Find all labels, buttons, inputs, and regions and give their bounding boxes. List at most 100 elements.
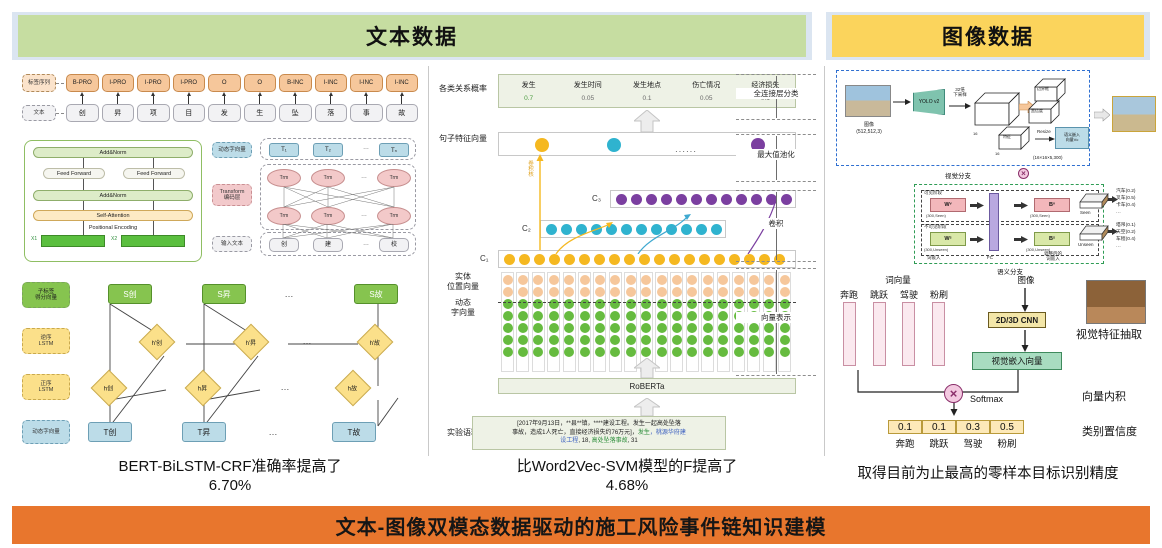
char-vector-dot — [610, 323, 621, 333]
sentence-feature-ellipsis: ······ — [675, 147, 697, 156]
vector-column — [593, 272, 607, 372]
bert-output-t1: T₁ — [269, 143, 299, 157]
seen-stage-label: 可见阶段 — [924, 190, 942, 195]
bert-output-tn: Tₙ — [379, 143, 409, 157]
c3-dot — [736, 193, 747, 205]
vector-column — [716, 272, 730, 372]
max-pooling-range: 最大值池化 — [736, 134, 816, 182]
multiply-icon-top: × — [1018, 168, 1029, 179]
unseen-stage-box: 不可见阶段 Wˢ (300,Unseen) Bˢ (300,Unseen) — [921, 224, 1099, 256]
input-image-shape: (512,512,3) — [856, 129, 882, 135]
column-divider-left — [428, 66, 429, 456]
c1-dot — [564, 253, 575, 265]
bilstm-connection-lines — [109, 303, 399, 427]
char-vector-dot — [748, 323, 759, 333]
char-vector-dot — [625, 323, 636, 333]
c2-dot — [711, 223, 722, 235]
char-vector-dot — [641, 323, 652, 333]
input-text-tag: 输入文本 — [212, 236, 252, 252]
seen-stage-box: 可见阶段 Wᵛ (300,Seen) Bᵛ (300,Seen) — [921, 190, 1099, 222]
roberta-encoder-box: RoBERTa — [498, 378, 796, 394]
c1-dot — [759, 253, 770, 265]
word-vector-label: 奔跑 — [839, 290, 858, 300]
b-unseen-shape: (300,Unseen) — [1026, 247, 1051, 252]
ner-label-cell: B-PRO — [66, 74, 99, 92]
c1-dot — [624, 253, 635, 265]
c1-dot — [549, 253, 560, 265]
forward-lstm-ellipsis: … — [280, 382, 290, 392]
sentence-feature-dot-2 — [607, 138, 621, 152]
corpus-row-label: 实验语料 — [447, 428, 479, 437]
c1-feature-row — [498, 250, 796, 268]
poster-footer-title: 文本-图像双模态数据驱动的施工风险事件链知识建模 — [335, 516, 827, 539]
char-vector-dot — [641, 335, 652, 345]
entity-position-dot — [656, 275, 667, 285]
ner-arrow — [173, 92, 206, 104]
char-vector-dot — [533, 323, 544, 333]
detection-result-thumbnail — [1112, 96, 1156, 132]
char-vector-dot — [702, 311, 713, 321]
char-vector-dot — [656, 335, 667, 345]
char-vector-dot — [610, 311, 621, 321]
entity-position-row-label: 实体 位置向量 — [447, 272, 479, 292]
bbox-label: 边界框 — [1037, 86, 1049, 91]
char-vector-dot — [548, 299, 559, 309]
add-norm-bottom-label: Add&Norm — [99, 192, 127, 199]
char-vector-dot — [718, 347, 729, 357]
bert-encoder-diagram: 动态字向量 Transform 编码层 输入文本 T₁ T₂ … Tₙ Trm … — [212, 136, 418, 262]
ner-char-cell: 发 — [208, 104, 241, 122]
char-vector-dot — [533, 311, 544, 321]
entity-position-dot — [702, 287, 713, 297]
entity-position-dot — [502, 287, 513, 297]
grid-dim-label-1: 16 — [973, 131, 978, 136]
c2-dot — [636, 223, 647, 235]
char-vector-dot — [517, 347, 528, 357]
entity-position-dot — [625, 287, 636, 297]
bert-trm-group: Trm Trm … Trm Trm Trm … Trm — [260, 164, 416, 230]
input-image-thumbnail — [845, 85, 891, 117]
char-vector-dot — [702, 347, 713, 357]
ner-arrow — [350, 92, 383, 104]
add-norm-top-label: Add&Norm — [99, 149, 127, 156]
char-vector-dot — [610, 335, 621, 345]
ner-arrow — [315, 92, 348, 104]
char-vector-dot — [502, 299, 513, 309]
c3-dot — [751, 193, 762, 205]
conf-cube — [1028, 100, 1060, 124]
char-vector-dot — [502, 311, 513, 321]
positional-encoding-bar-left — [41, 235, 105, 247]
transformer-connector-3 — [83, 179, 84, 190]
char-vector-dot — [610, 347, 621, 357]
c1-dot — [534, 253, 545, 265]
score-cell-2: S昇 — [202, 284, 246, 304]
relation-prob-column: 发生 0.7 — [499, 75, 558, 107]
entity-position-dot — [533, 275, 544, 285]
c1-dot — [699, 253, 710, 265]
char-vector-dot — [564, 323, 575, 333]
c1-dot — [639, 253, 650, 265]
ner-label-cell: I-INC — [314, 74, 347, 92]
entity-position-dot — [594, 287, 605, 297]
vector-column — [608, 272, 622, 372]
middle-caption-line2: 4.68% — [605, 476, 649, 494]
char-vector-dot — [594, 347, 605, 357]
vector-representation-range: 向量表示 — [736, 268, 816, 376]
c3-dot — [646, 193, 657, 205]
confidence-word: 跳跃 — [929, 439, 949, 450]
confidence-word: 奔跑 — [895, 439, 915, 450]
ner-label-row: B-PRO I-PRO I-PRO I-PRO O O B-INC I-INC I-INC I-I… — [66, 74, 418, 92]
relation-prob-value: 0.1 — [642, 95, 652, 102]
fc-classification-label: 全连接层分类 — [736, 88, 816, 99]
arrow-detection-to-result — [1094, 108, 1110, 122]
vector-column — [655, 272, 668, 372]
char-vector-dot — [671, 299, 682, 309]
forward-lstm-cell-3-label: h故 — [348, 386, 358, 393]
entity-position-dot — [748, 287, 759, 297]
word-vector-bar — [872, 302, 886, 366]
c1-dot — [579, 253, 590, 265]
char-vector-dot — [748, 299, 759, 309]
word-vector-bar — [902, 302, 916, 366]
arrow-yolo-to-grid — [949, 103, 971, 109]
c3-dot — [631, 193, 642, 205]
c1-dot — [654, 253, 665, 265]
